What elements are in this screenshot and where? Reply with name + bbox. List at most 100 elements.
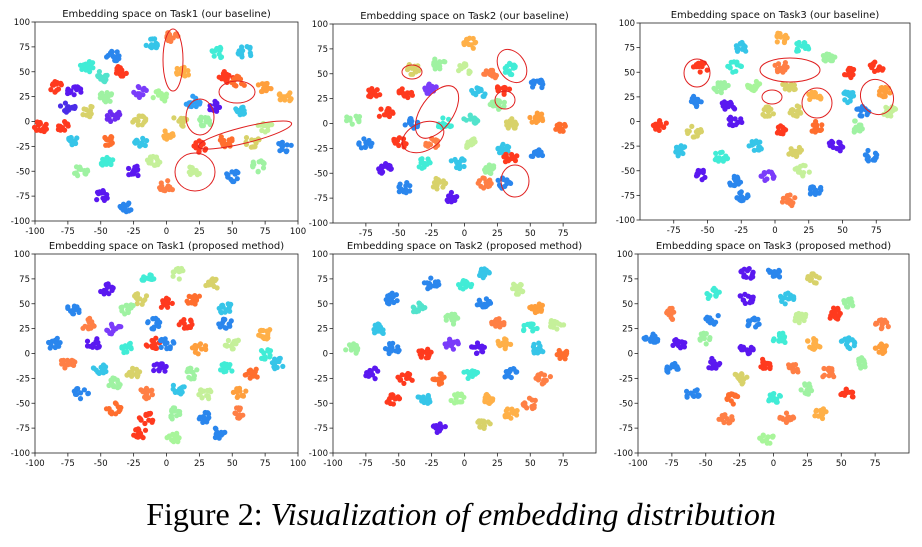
data-point — [126, 207, 132, 213]
data-point — [152, 162, 158, 168]
data-point — [438, 371, 444, 377]
data-point — [134, 301, 140, 307]
data-point — [343, 347, 349, 353]
data-point — [200, 418, 206, 424]
x-tick-label: -100 — [25, 459, 44, 469]
cluster — [792, 310, 809, 326]
y-tick-label: -25 — [314, 144, 328, 154]
data-point — [164, 346, 170, 352]
data-point — [770, 175, 777, 181]
data-point — [410, 71, 416, 77]
data-point — [481, 175, 487, 181]
data-point — [482, 71, 488, 77]
data-point — [416, 348, 422, 354]
cluster — [222, 337, 241, 352]
data-point — [792, 318, 798, 324]
data-point — [512, 125, 518, 131]
data-point — [444, 197, 450, 203]
data-point — [479, 348, 485, 354]
axes-frame — [34, 253, 299, 454]
cluster — [191, 138, 209, 155]
cluster — [235, 44, 254, 60]
data-point — [256, 332, 262, 338]
cluster — [416, 346, 434, 361]
data-point — [692, 388, 698, 394]
data-point — [174, 65, 180, 72]
data-point — [461, 394, 467, 400]
data-point — [493, 103, 499, 109]
data-point — [812, 89, 818, 96]
cluster — [131, 426, 149, 441]
cluster — [664, 305, 677, 322]
y-tick-label: -75 — [619, 424, 633, 434]
data-point — [396, 142, 402, 149]
data-point — [748, 294, 754, 300]
data-point — [110, 328, 116, 334]
data-point — [170, 405, 176, 411]
cluster — [684, 387, 702, 400]
data-point — [84, 338, 91, 344]
cluster — [382, 340, 402, 357]
data-point — [808, 184, 814, 190]
x-tick-label: -100 — [628, 459, 647, 469]
data-point — [349, 121, 355, 127]
data-point — [149, 392, 155, 398]
y-tick-label: 50 — [624, 68, 635, 78]
data-point — [131, 432, 137, 438]
data-point — [803, 311, 809, 318]
cluster — [255, 120, 275, 135]
data-point — [144, 343, 150, 349]
data-point — [540, 117, 546, 124]
data-point — [191, 143, 197, 149]
cluster — [779, 192, 798, 209]
data-point — [737, 63, 743, 69]
data-point — [488, 399, 494, 405]
cluster — [396, 180, 413, 196]
data-point — [87, 65, 93, 71]
cluster — [422, 81, 439, 96]
cluster — [842, 65, 857, 81]
data-point — [72, 104, 78, 110]
data-point — [733, 43, 740, 49]
y-tick-label: 100 — [312, 20, 328, 30]
data-point — [346, 116, 352, 122]
cluster — [356, 136, 375, 151]
data-point — [670, 342, 676, 348]
caption-prefix: Figure 2: — [146, 496, 263, 532]
data-point — [864, 156, 870, 162]
data-point — [786, 87, 792, 93]
cluster — [46, 335, 63, 351]
cluster — [548, 318, 567, 332]
data-point — [738, 193, 744, 199]
data-point — [830, 144, 836, 150]
data-point — [237, 406, 243, 412]
data-point — [228, 301, 234, 307]
data-point — [379, 165, 385, 171]
data-point — [498, 148, 504, 154]
data-point — [258, 327, 264, 333]
data-point — [818, 127, 825, 133]
data-point — [534, 110, 540, 116]
cluster — [151, 361, 169, 374]
data-point — [235, 386, 241, 392]
data-point — [837, 148, 843, 154]
data-point — [527, 114, 533, 121]
cluster — [255, 80, 274, 95]
data-point — [422, 85, 428, 91]
data-point — [790, 200, 796, 206]
data-point — [419, 352, 425, 358]
cluster — [443, 311, 461, 327]
cluster — [209, 44, 225, 61]
data-point — [122, 343, 128, 349]
y-tick-label: -75 — [314, 194, 328, 204]
cluster — [495, 175, 514, 191]
data-point — [456, 282, 462, 288]
y-tick-label: -75 — [16, 424, 30, 434]
data-point — [845, 304, 851, 310]
data-point — [260, 165, 267, 171]
y-tick-label: -75 — [16, 192, 30, 202]
data-point — [390, 392, 396, 399]
cluster — [780, 81, 798, 93]
data-point — [103, 156, 110, 162]
data-point — [745, 323, 751, 329]
